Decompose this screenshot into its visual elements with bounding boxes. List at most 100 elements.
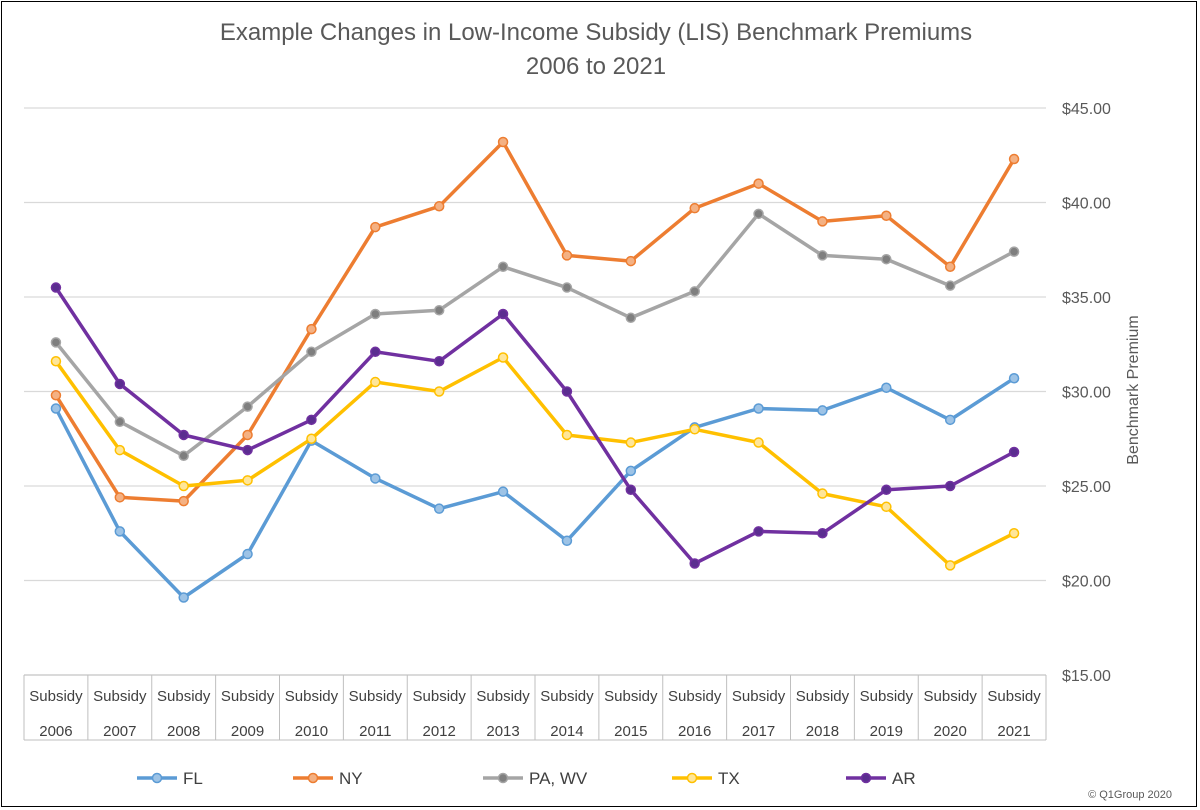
data-point [625, 437, 637, 448]
category-label-year: 2021 [997, 723, 1030, 740]
data-point [625, 465, 637, 477]
data-point [50, 390, 62, 401]
data-point [817, 488, 828, 499]
legend: FL NY PA, WV TX AR [137, 769, 916, 788]
category-label-top: Subsidy [987, 688, 1041, 705]
data-point [944, 261, 956, 273]
data-point [497, 352, 509, 363]
legend-swatch-marker [307, 772, 319, 784]
data-point [881, 484, 892, 496]
series-lines [50, 136, 1020, 603]
category-label-top: Subsidy [93, 688, 147, 705]
category-label-year: 2018 [806, 723, 839, 740]
category-label-top: Subsidy [540, 688, 594, 705]
data-point [242, 475, 253, 486]
data-point [306, 346, 317, 358]
data-point [50, 403, 62, 414]
legend-label: FL [183, 769, 203, 788]
series-line [54, 212, 1016, 458]
data-point [944, 480, 956, 492]
data-point [433, 356, 445, 367]
data-point [625, 484, 637, 496]
category-label-year: 2017 [742, 723, 775, 740]
data-point [433, 503, 445, 514]
chart-subtitle: 2006 to 2021 [526, 53, 666, 80]
data-point [306, 323, 317, 335]
data-point [114, 378, 126, 390]
data-point [178, 450, 189, 462]
data-point [178, 495, 189, 507]
chart-title: Example Changes in Low-Income Subsidy (L… [220, 19, 972, 46]
data-point [625, 312, 637, 324]
data-point [753, 437, 764, 448]
data-point [178, 592, 189, 603]
data-point [881, 501, 892, 513]
data-point [50, 356, 62, 367]
category-label-top: Subsidy [221, 688, 275, 705]
data-point [178, 429, 189, 441]
data-point [242, 444, 253, 456]
data-point [689, 558, 700, 569]
legend-swatch-marker [860, 772, 872, 784]
data-point [561, 250, 573, 261]
y-tick-label: $25.00 [1062, 479, 1111, 496]
category-label-top: Subsidy [732, 688, 786, 705]
data-point [370, 346, 381, 358]
category-label-year: 2006 [39, 723, 72, 740]
data-point [50, 282, 62, 293]
data-point [753, 178, 764, 189]
data-point [817, 250, 828, 261]
data-point [944, 414, 956, 426]
legend-label: PA, WV [529, 769, 588, 788]
data-point [433, 201, 445, 212]
series-line [54, 285, 1016, 566]
category-label-top: Subsidy [860, 688, 914, 705]
data-point [817, 216, 828, 227]
y-tick-label: $15.00 [1062, 668, 1111, 685]
category-label-top: Subsidy [413, 688, 467, 705]
data-point [433, 304, 445, 316]
category-label-year: 2010 [295, 723, 328, 740]
data-point [689, 424, 700, 435]
legend-label: TX [718, 769, 740, 788]
data-point [370, 376, 381, 388]
data-point [1008, 153, 1020, 165]
data-point [944, 560, 956, 571]
legend-swatch-marker [497, 772, 509, 784]
series-line [54, 376, 1016, 600]
category-label-year: 2011 [359, 723, 391, 740]
data-point [689, 202, 700, 214]
data-point [753, 403, 764, 414]
y-tick-label: $20.00 [1062, 574, 1111, 591]
data-point [561, 386, 573, 397]
data-point [242, 548, 253, 560]
data-point [242, 429, 253, 441]
legend-swatch-marker [151, 772, 163, 784]
series-line [54, 355, 1016, 568]
data-point [497, 261, 509, 273]
data-point [753, 208, 764, 220]
y-tick-label: $45.00 [1062, 101, 1111, 118]
category-label-top: Subsidy [157, 688, 211, 705]
category-label-year: 2015 [614, 723, 647, 740]
category-label-top: Subsidy [604, 688, 658, 705]
category-label-top: Subsidy [668, 688, 722, 705]
data-point [1008, 246, 1020, 257]
series-line [54, 140, 1016, 503]
data-point [497, 136, 509, 148]
data-point [178, 480, 189, 492]
data-point [50, 337, 62, 348]
copyright-notice: © Q1Group 2020 [1088, 789, 1172, 801]
data-point [370, 221, 381, 233]
category-label-top: Subsidy [285, 688, 339, 705]
data-point [1008, 528, 1020, 539]
category-label-top: Subsidy [476, 688, 530, 705]
y-axis-ticks: $15.00 $20.00 $25.00 $30.00 $35.00 $40.00 $45.… [1062, 101, 1111, 685]
legend-label: NY [339, 769, 363, 788]
category-label-year: 2008 [167, 723, 200, 740]
category-axis-table: Subsidy 2006 Subsidy 2007 Subsidy 2008 Subsidy… [23, 674, 1047, 741]
data-point [753, 526, 764, 537]
category-label-year: 2012 [423, 723, 456, 740]
